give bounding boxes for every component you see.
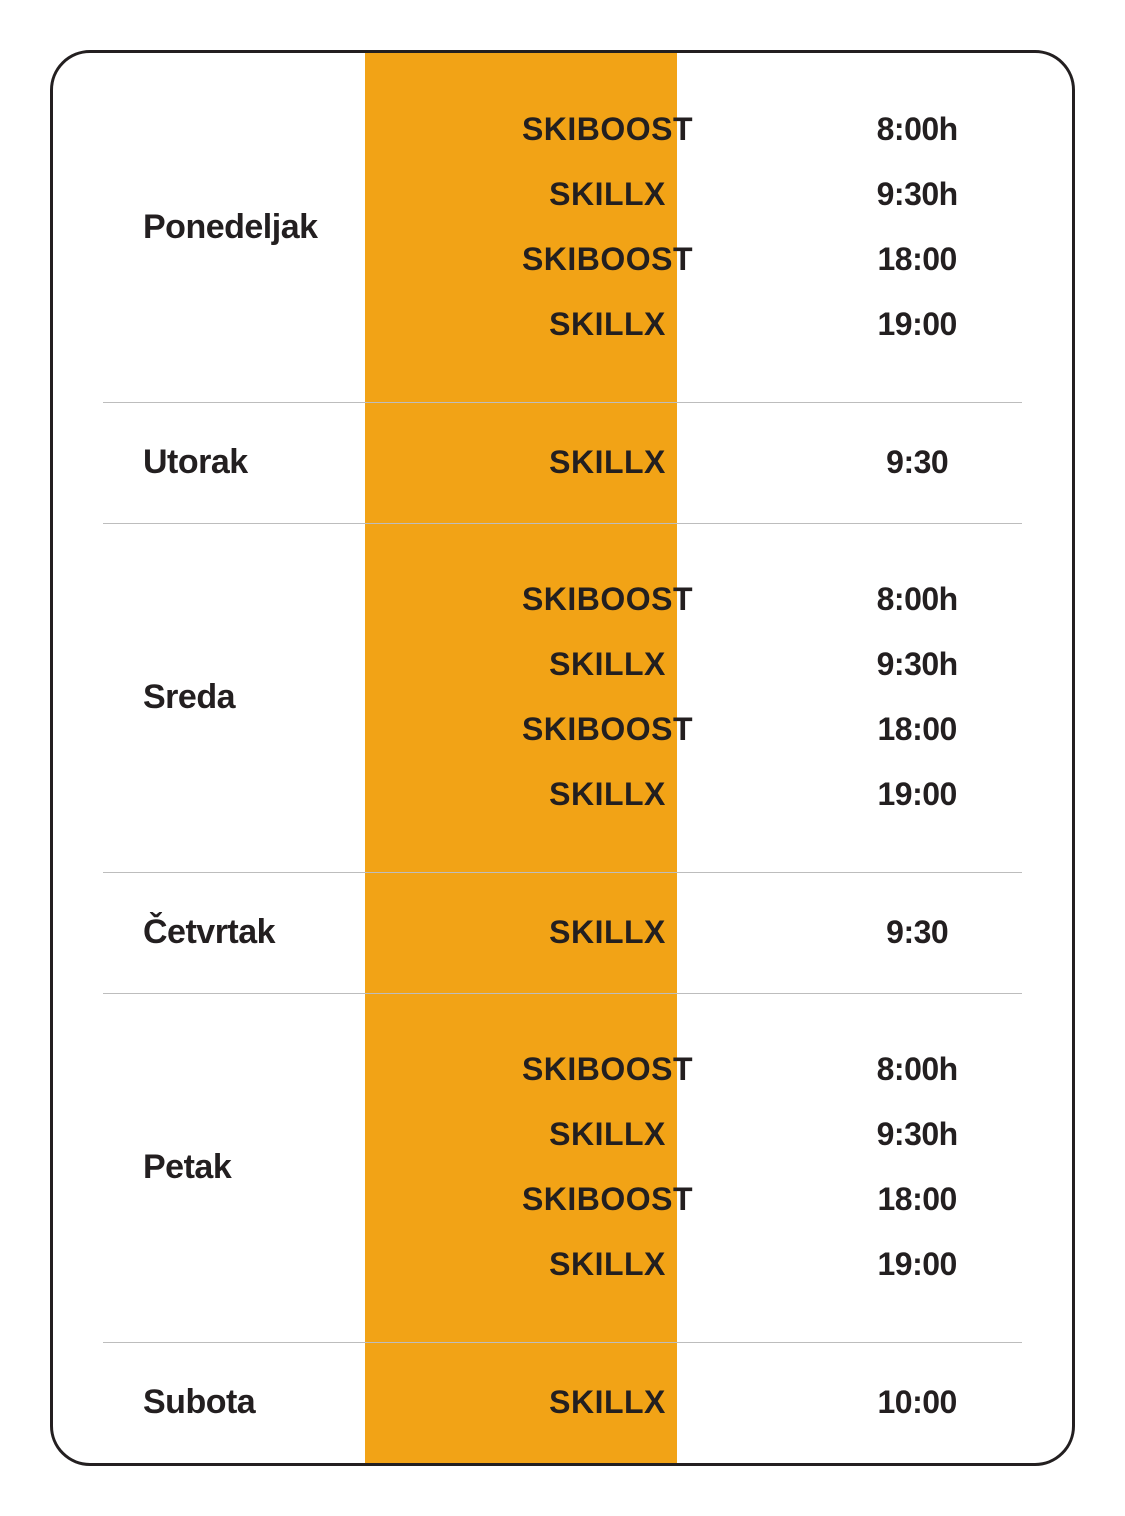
time-label: 8:00h (877, 1051, 958, 1088)
day-column: Petak (53, 1122, 453, 1213)
day-column: Četvrtak (53, 887, 453, 978)
schedule-rows: Ponedeljak SKIBOOST SKILLX SKIBOOST SKILLX 8:… (53, 53, 1072, 1463)
time-column: 10:00 (762, 1358, 1072, 1447)
day-label: Ponedeljak (143, 208, 318, 247)
class-label: SKIBOOST (522, 241, 693, 278)
class-column: SKILLX (453, 418, 763, 507)
day-label: Petak (143, 1148, 231, 1187)
day-row: Četvrtak SKILLX 9:30 (53, 872, 1072, 993)
time-label: 19:00 (878, 776, 957, 813)
time-label: 9:30 (886, 914, 948, 951)
time-column: 9:30 (762, 418, 1072, 507)
class-column: SKIBOOST SKILLX SKIBOOST SKILLX (453, 1025, 763, 1309)
day-column: Sreda (53, 652, 453, 743)
class-column: SKILLX (453, 888, 763, 977)
class-label: SKILLX (549, 176, 666, 213)
class-label: SKILLX (549, 1384, 666, 1421)
class-label: SKILLX (549, 646, 666, 683)
day-row: Ponedeljak SKIBOOST SKILLX SKIBOOST SKILLX 8:… (53, 53, 1072, 402)
day-label: Četvrtak (143, 913, 275, 952)
time-label: 9:30h (877, 646, 958, 683)
time-label: 8:00h (877, 111, 958, 148)
day-label: Utorak (143, 443, 248, 482)
class-column: SKILLX (453, 1358, 763, 1447)
time-label: 9:30h (877, 1116, 958, 1153)
time-label: 19:00 (878, 1246, 957, 1283)
time-column: 9:30 (762, 888, 1072, 977)
day-label: Subota (143, 1383, 255, 1422)
time-column: 8:00h 9:30h 18:00 19:00 (762, 1025, 1072, 1309)
time-label: 9:30h (877, 176, 958, 213)
class-label: SKIBOOST (522, 1051, 693, 1088)
class-label: SKIBOOST (522, 711, 693, 748)
class-label: SKILLX (549, 1116, 666, 1153)
class-label: SKILLX (549, 914, 666, 951)
time-label: 18:00 (878, 241, 957, 278)
day-column: Subota (53, 1357, 453, 1448)
day-column: Utorak (53, 417, 453, 508)
day-row: Subota SKILLX 10:00 (53, 1342, 1072, 1463)
class-label: SKIBOOST (522, 581, 693, 618)
time-column: 8:00h 9:30h 18:00 19:00 (762, 85, 1072, 369)
time-label: 18:00 (878, 711, 957, 748)
class-column: SKIBOOST SKILLX SKIBOOST SKILLX (453, 555, 763, 839)
class-label: SKIBOOST (522, 111, 693, 148)
time-label: 18:00 (878, 1181, 957, 1218)
time-label: 19:00 (878, 306, 957, 343)
class-label: SKILLX (549, 776, 666, 813)
day-row: Utorak SKILLX 9:30 (53, 402, 1072, 523)
time-column: 8:00h 9:30h 18:00 19:00 (762, 555, 1072, 839)
time-label: 8:00h (877, 581, 958, 618)
class-column: SKIBOOST SKILLX SKIBOOST SKILLX (453, 85, 763, 369)
day-label: Sreda (143, 678, 235, 717)
day-column: Ponedeljak (53, 182, 453, 273)
class-label: SKIBOOST (522, 1181, 693, 1218)
class-label: SKILLX (549, 306, 666, 343)
day-row: Sreda SKIBOOST SKILLX SKIBOOST SKILLX 8:00h 9:… (53, 523, 1072, 872)
day-row: Petak SKIBOOST SKILLX SKIBOOST SKILLX 8:00h 9:… (53, 993, 1072, 1342)
class-label: SKILLX (549, 1246, 666, 1283)
time-label: 10:00 (878, 1384, 957, 1421)
time-label: 9:30 (886, 444, 948, 481)
schedule-frame: Ponedeljak SKIBOOST SKILLX SKIBOOST SKILLX 8:… (50, 50, 1075, 1466)
class-label: SKILLX (549, 444, 666, 481)
